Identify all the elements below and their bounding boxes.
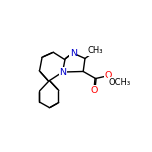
Text: CH₃: CH₃ — [88, 46, 103, 55]
Text: O: O — [91, 86, 98, 95]
Text: O: O — [105, 71, 112, 80]
Text: N: N — [70, 49, 77, 58]
Text: OCH₃: OCH₃ — [109, 78, 131, 86]
Text: N: N — [59, 67, 66, 77]
